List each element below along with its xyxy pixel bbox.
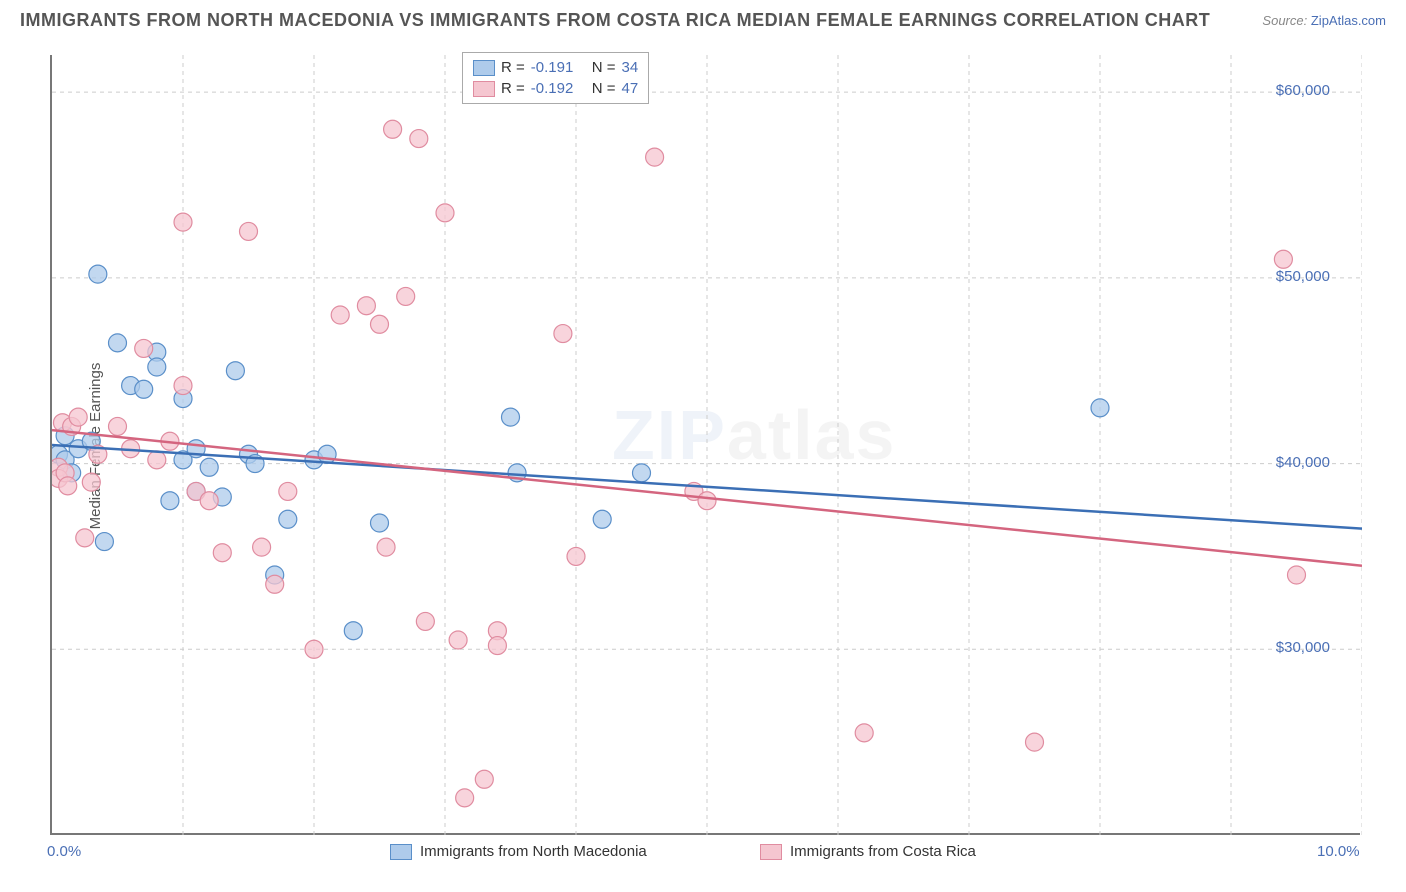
scatter-point-costarica	[76, 529, 94, 547]
scatter-point-costarica	[174, 377, 192, 395]
scatter-point-macedonia	[318, 445, 336, 463]
n-value-macedonia: 34	[622, 59, 639, 76]
stats-row-macedonia: R = -0.191 N = 34	[473, 57, 638, 78]
x-tick-label: 0.0%	[47, 843, 81, 860]
stats-row-costarica: R = -0.192 N = 47	[473, 78, 638, 99]
r-label: R =	[501, 80, 525, 97]
scatter-point-macedonia	[1091, 399, 1109, 417]
scatter-point-costarica	[1026, 733, 1044, 751]
swatch-macedonia	[473, 60, 495, 76]
x-tick-label: 10.0%	[1317, 843, 1360, 860]
scatter-point-macedonia	[344, 622, 362, 640]
scatter-point-costarica	[449, 631, 467, 649]
source-attribution: Source: ZipAtlas.com	[1262, 13, 1386, 28]
scatter-point-costarica	[384, 120, 402, 138]
scatter-point-macedonia	[89, 265, 107, 283]
scatter-point-costarica	[200, 492, 218, 510]
swatch-macedonia-bottom	[390, 844, 412, 860]
chart-title: IMMIGRANTS FROM NORTH MACEDONIA VS IMMIG…	[20, 10, 1210, 31]
scatter-point-costarica	[488, 637, 506, 655]
scatter-point-costarica	[305, 640, 323, 658]
scatter-point-costarica	[240, 222, 258, 240]
bottom-legend-costarica: Immigrants from Costa Rica	[760, 843, 976, 860]
y-tick-label: $30,000	[1276, 639, 1330, 656]
scatter-point-macedonia	[633, 464, 651, 482]
scatter-point-costarica	[646, 148, 664, 166]
r-value-costarica: -0.192	[531, 80, 586, 97]
scatter-point-costarica	[855, 724, 873, 742]
scatter-point-macedonia	[109, 334, 127, 352]
scatter-point-costarica	[377, 538, 395, 556]
scatter-point-costarica	[135, 339, 153, 357]
scatter-point-costarica	[371, 315, 389, 333]
scatter-point-costarica	[1288, 566, 1306, 584]
scatter-point-costarica	[109, 417, 127, 435]
y-tick-label: $40,000	[1276, 454, 1330, 471]
scatter-point-costarica	[1274, 250, 1292, 268]
source-site: ZipAtlas.com	[1311, 13, 1386, 28]
scatter-point-costarica	[554, 325, 572, 343]
scatter-point-costarica	[69, 408, 87, 426]
y-tick-label: $60,000	[1276, 82, 1330, 99]
scatter-point-macedonia	[200, 458, 218, 476]
scatter-point-costarica	[397, 287, 415, 305]
scatter-point-costarica	[331, 306, 349, 324]
n-label: N =	[592, 59, 616, 76]
source-label: Source:	[1262, 13, 1307, 28]
chart-header: IMMIGRANTS FROM NORTH MACEDONIA VS IMMIG…	[20, 10, 1386, 31]
swatch-costarica-bottom	[760, 844, 782, 860]
stats-legend-box: R = -0.191 N = 34 R = -0.192 N = 47	[462, 52, 649, 104]
scatter-point-costarica	[279, 482, 297, 500]
bottom-legend-macedonia: Immigrants from North Macedonia	[390, 843, 647, 860]
scatter-point-costarica	[148, 451, 166, 469]
scatter-point-costarica	[416, 612, 434, 630]
scatter-point-costarica	[82, 473, 100, 491]
chart-svg	[52, 55, 1362, 835]
scatter-point-macedonia	[161, 492, 179, 510]
scatter-point-macedonia	[371, 514, 389, 532]
scatter-point-macedonia	[279, 510, 297, 528]
scatter-point-macedonia	[502, 408, 520, 426]
scatter-point-macedonia	[148, 358, 166, 376]
swatch-costarica	[473, 81, 495, 97]
scatter-point-macedonia	[95, 533, 113, 551]
scatter-point-macedonia	[593, 510, 611, 528]
plot-area: ZIPatlas $30,000$40,000$50,000$60,000 0.…	[50, 55, 1360, 835]
legend-label-macedonia: Immigrants from North Macedonia	[420, 843, 647, 860]
scatter-point-costarica	[213, 544, 231, 562]
r-value-macedonia: -0.191	[531, 59, 586, 76]
scatter-point-costarica	[456, 789, 474, 807]
n-value-costarica: 47	[622, 80, 639, 97]
scatter-point-costarica	[698, 492, 716, 510]
scatter-point-macedonia	[226, 362, 244, 380]
scatter-point-costarica	[253, 538, 271, 556]
scatter-point-costarica	[266, 575, 284, 593]
y-tick-label: $50,000	[1276, 268, 1330, 285]
scatter-point-costarica	[567, 547, 585, 565]
scatter-point-costarica	[410, 130, 428, 148]
scatter-point-costarica	[59, 477, 77, 495]
scatter-point-costarica	[357, 297, 375, 315]
scatter-point-costarica	[174, 213, 192, 231]
scatter-point-costarica	[436, 204, 454, 222]
legend-label-costarica: Immigrants from Costa Rica	[790, 843, 976, 860]
scatter-point-macedonia	[135, 380, 153, 398]
r-label: R =	[501, 59, 525, 76]
scatter-point-costarica	[475, 770, 493, 788]
n-label: N =	[592, 80, 616, 97]
